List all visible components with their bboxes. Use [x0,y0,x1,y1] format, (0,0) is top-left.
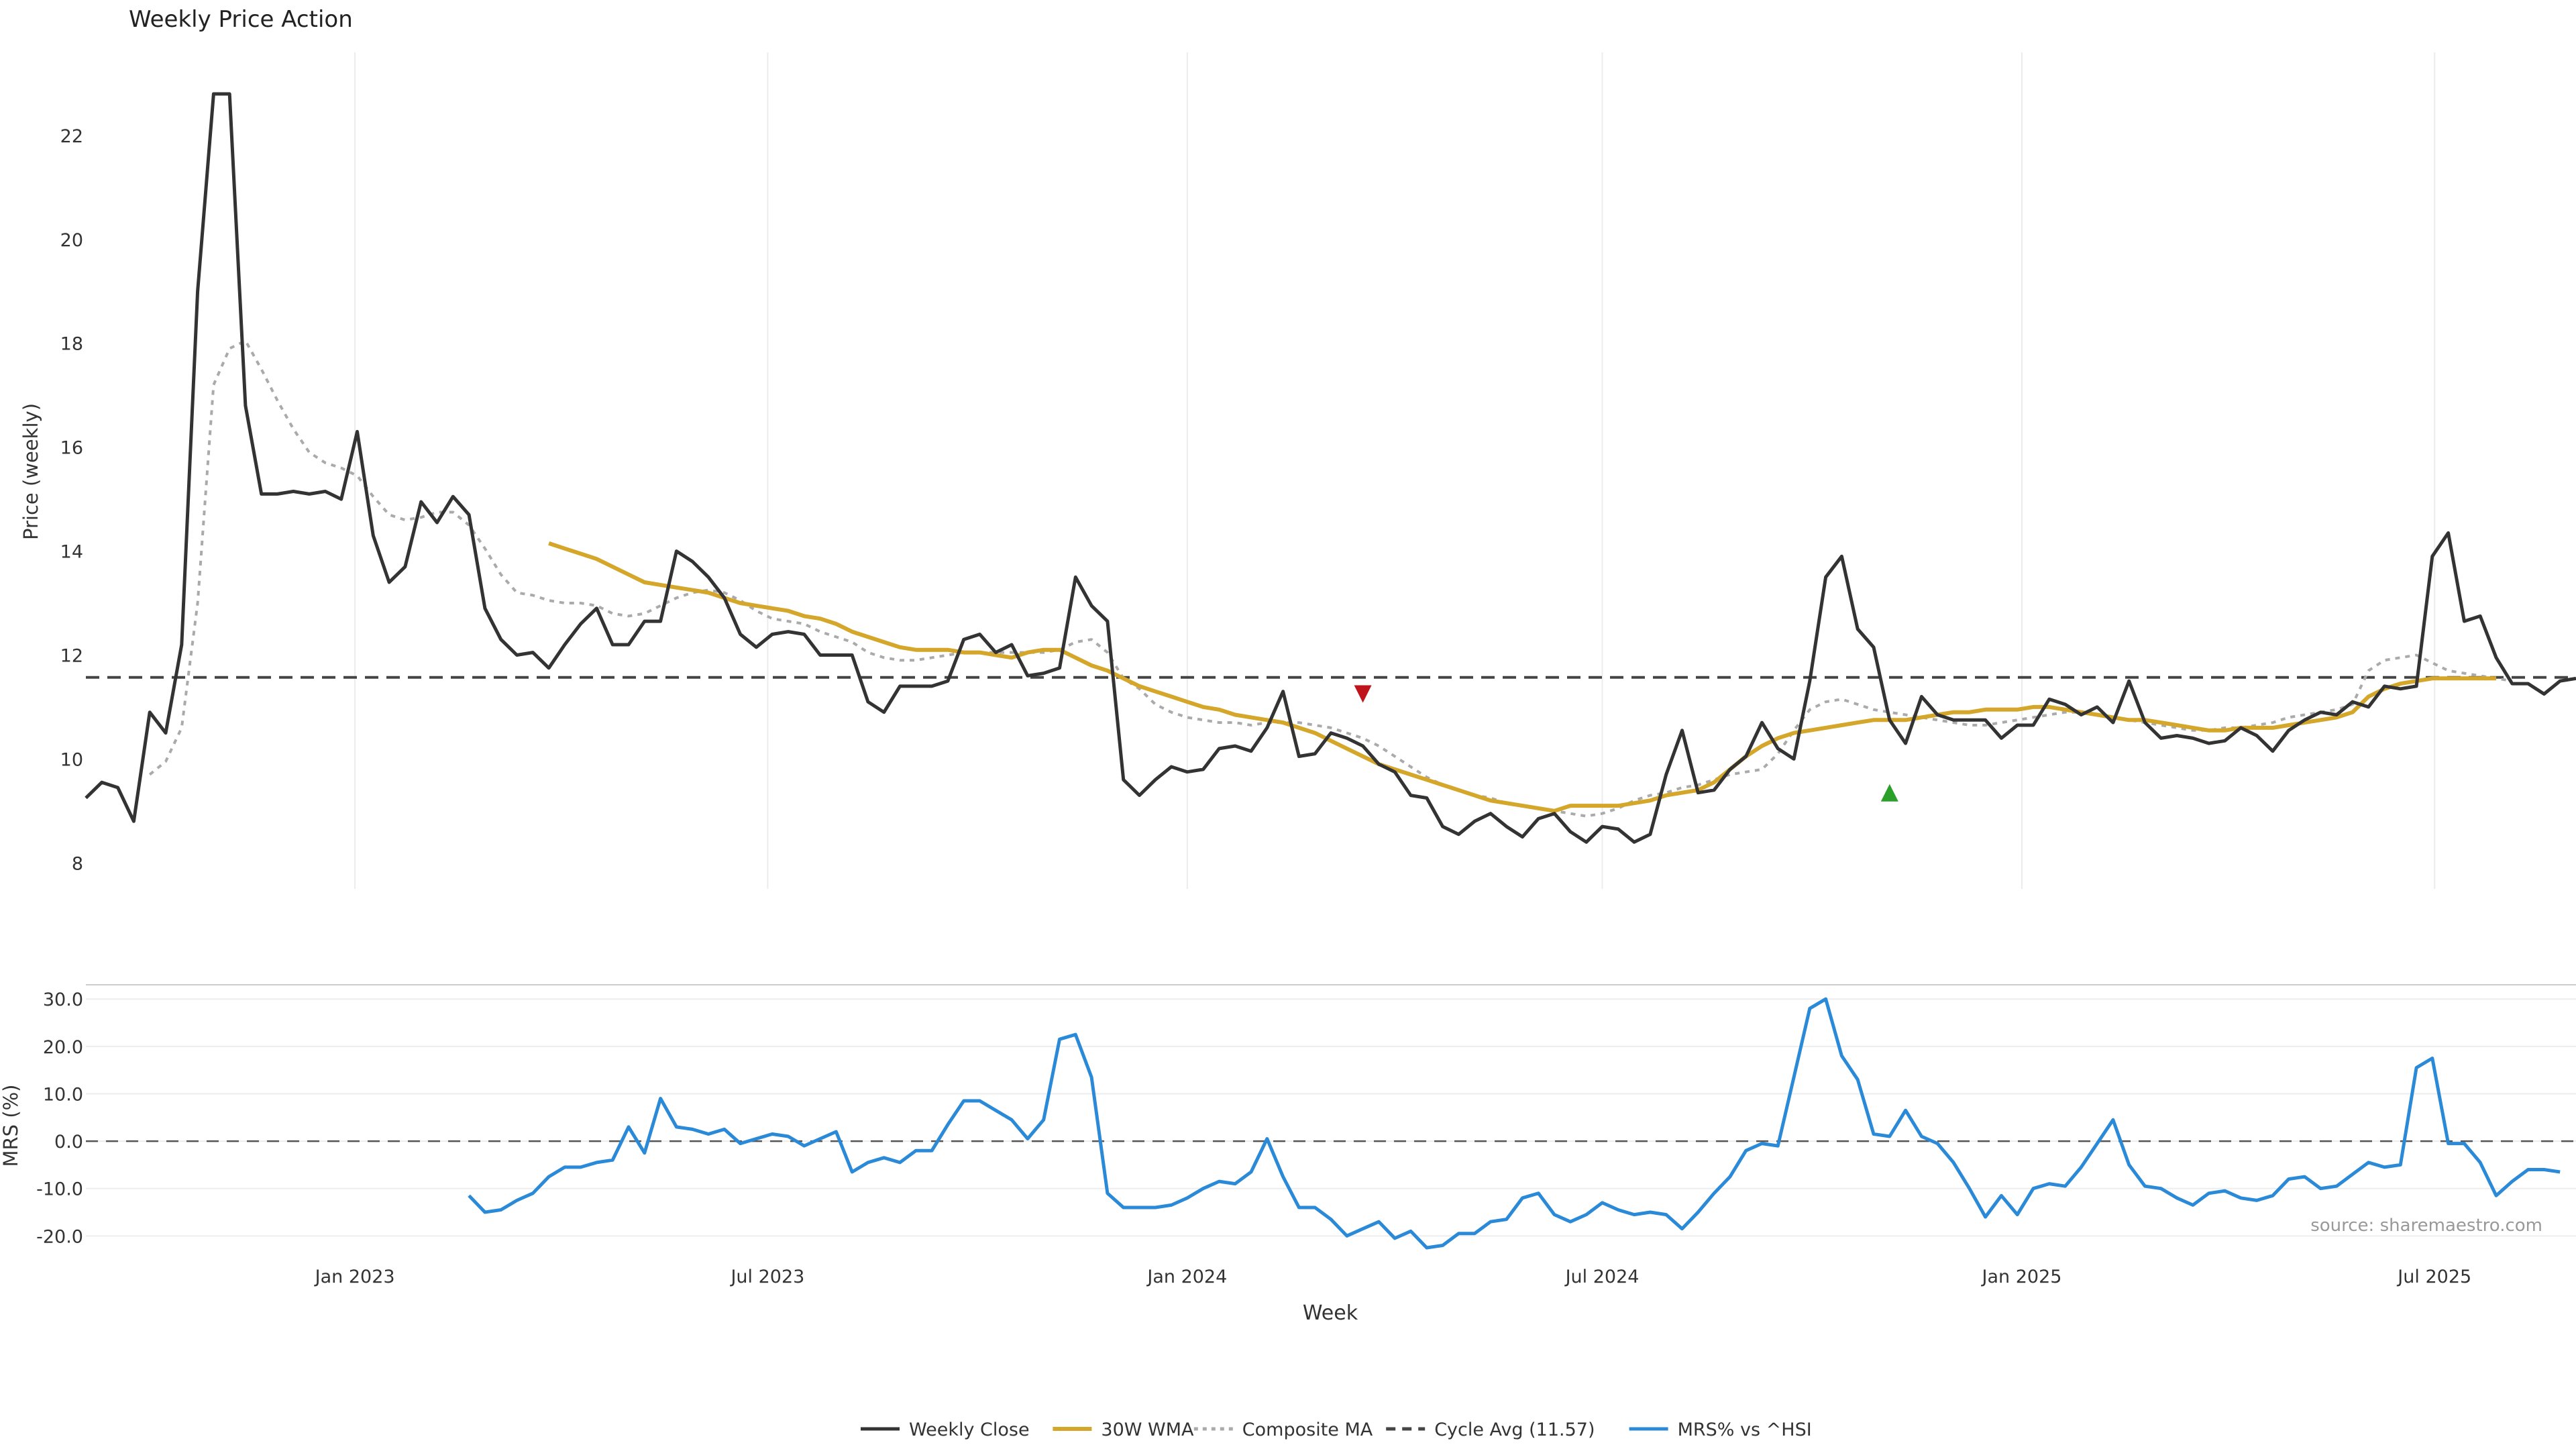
x-tick-label: Jan 2023 [314,1267,395,1287]
series-line-30w-wma [548,541,2496,813]
mrs-tick-label: 30.0 [43,989,83,1010]
legend-item-4: MRS% vs ^HSI [1629,1419,1812,1440]
mrs-tick-label: 10.0 [43,1084,83,1105]
legend-item-0: Weekly Close [861,1419,1030,1440]
signal-markers [1354,685,1898,802]
x-tick-labels: Jan 2023 Jul 2023 Jan 2024 Jul 2024 Jan 2025… [314,1267,2472,1287]
x-tick-label: Jul 2024 [1564,1267,1640,1287]
y-tick-labels: 8 10 12 14 16 18 20 22 30.0 20.0 10.0 0.0 -10.0 -20.0 [36,126,83,1247]
series-line-weekly-close [85,92,2576,844]
series-line-mrs [468,997,2561,1250]
mrs-axis-label: MRS (%) [0,1085,22,1167]
price-tick-label: 16 [60,438,83,459]
series-line-composite-ma [148,339,2513,818]
x-tick-label: Jan 2024 [1146,1267,1227,1287]
chart-title: Weekly Price Action [129,6,353,33]
source-annotation: source: sharemaestro.com [2310,1216,2542,1236]
price-tick-label: 14 [60,542,83,563]
sell-signal-marker [1354,685,1372,703]
mrs-tick-label: -20.0 [36,1226,83,1247]
buy-signal-marker [1880,784,1898,802]
price-tick-label: 20 [60,230,83,251]
mrs-tick-label: 20.0 [43,1037,83,1058]
x-tick-label: Jul 2023 [729,1267,804,1287]
mrs-tick-label: -10.0 [36,1179,83,1200]
grid-layer [86,52,2576,1237]
series-layer [85,92,2576,1250]
legend: Weekly Close 30W WMA Composite MA Cycle Avg… [861,1419,1812,1440]
legend-label: 30W WMA [1101,1419,1194,1440]
price-tick-label: 18 [60,334,83,355]
price-tick-label: 10 [60,749,83,770]
legend-item-2: Composite MA [1193,1419,1373,1440]
x-tick-label: Jul 2025 [2396,1267,2471,1287]
legend-item-1: 30W WMA [1053,1419,1194,1440]
x-axis-label: Week [1303,1301,1358,1325]
price-axis-label: Price (weekly) [19,403,42,540]
price-tick-label: 22 [60,126,83,147]
legend-label: Weekly Close [909,1419,1030,1440]
price-tick-label: 12 [60,645,83,666]
mrs-tick-label: 0.0 [54,1132,83,1152]
legend-label: MRS% vs ^HSI [1678,1419,1812,1440]
legend-label: Cycle Avg (11.57) [1434,1419,1595,1440]
price-tick-label: 8 [72,853,83,874]
legend-label: Composite MA [1242,1419,1373,1440]
reference-lines [86,676,2576,1142]
x-tick-label: Jan 2025 [1981,1267,2062,1287]
legend-item-3: Cycle Avg (11.57) [1386,1419,1595,1440]
